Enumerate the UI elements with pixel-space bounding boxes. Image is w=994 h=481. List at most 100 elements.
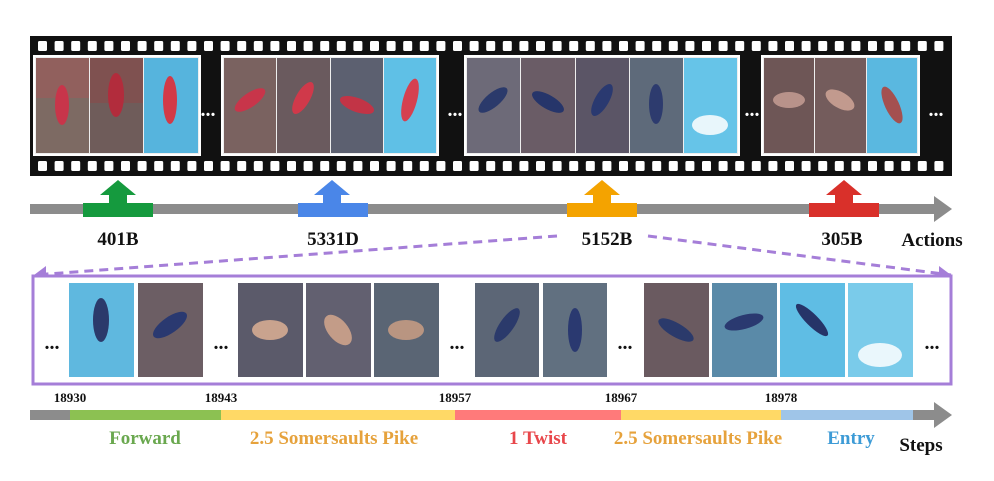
sprocket-hole	[336, 41, 346, 51]
frames-ellipsis: ...	[450, 332, 465, 354]
sprocket-hole	[685, 161, 695, 171]
sprocket-hole	[502, 161, 512, 171]
sprocket-hole	[38, 161, 47, 171]
sprocket-hole	[353, 161, 363, 171]
sprocket-hole	[552, 161, 562, 171]
sprocket-hole	[619, 41, 628, 51]
frame-number: 18957	[439, 390, 472, 405]
sprocket-hole	[469, 41, 479, 51]
sprocket-hole	[536, 41, 545, 51]
film-ellipsis: ...	[201, 99, 216, 121]
sprocket-hole	[801, 161, 811, 171]
diver-frame	[684, 58, 737, 153]
sprocket-hole	[635, 41, 645, 51]
sprocket-hole	[403, 161, 413, 171]
frames-ellipsis: ...	[618, 332, 633, 354]
actions-axis-label: Actions	[901, 230, 962, 251]
actions-axis-arrowhead	[934, 196, 952, 222]
sprocket-hole	[652, 161, 662, 171]
sprocket-hole	[602, 161, 612, 171]
sprocket-hole	[635, 161, 645, 171]
sprocket-hole	[801, 41, 811, 51]
sprocket-hole	[187, 41, 197, 51]
sprocket-hole	[619, 161, 628, 171]
sprocket-hole	[735, 161, 745, 171]
diver-frame	[780, 283, 845, 377]
action-marker-bar	[567, 203, 637, 217]
sprocket-hole	[718, 41, 728, 51]
sprocket-hole	[569, 41, 579, 51]
sprocket-hole	[917, 41, 927, 51]
sprocket-hole	[170, 161, 180, 171]
action-marker-bar	[298, 203, 368, 217]
sprocket-hole	[204, 41, 213, 51]
step-label-entry: Entry	[827, 428, 875, 449]
sprocket-hole	[735, 41, 745, 51]
step-segment-entry	[781, 410, 913, 420]
sprocket-hole	[436, 41, 446, 51]
sprocket-hole	[419, 161, 429, 171]
step-segment-forward	[70, 410, 221, 420]
sprocket-hole	[536, 161, 545, 171]
film-clip-305b	[761, 55, 920, 156]
sprocket-hole	[303, 41, 313, 51]
film-ellipsis: ...	[929, 99, 944, 121]
frame-number: 18978	[765, 390, 798, 405]
sprocket-hole	[253, 161, 263, 171]
sprocket-hole	[934, 161, 944, 171]
frames-ellipsis: ...	[45, 332, 60, 354]
sprocket-hole	[336, 161, 346, 171]
sprocket-hole	[718, 161, 728, 171]
sprocket-hole	[519, 41, 529, 51]
steps-axis-arrowhead	[934, 402, 952, 428]
step-segment-somersaults-2	[621, 410, 781, 420]
sprocket-hole	[585, 161, 595, 171]
sprocket-hole	[320, 41, 330, 51]
sprocket-hole	[652, 41, 662, 51]
film-ellipsis: ...	[448, 99, 463, 121]
zoom-line-left	[33, 234, 558, 277]
action-marker-5331d: 5331D	[298, 180, 368, 250]
sprocket-hole	[768, 161, 778, 171]
sprocket-hole	[668, 161, 678, 171]
step-label-somersaults-2: 2.5 Somersaults Pike	[614, 428, 782, 449]
sprocket-hole	[602, 41, 612, 51]
sprocket-hole	[486, 161, 496, 171]
film-sprockets	[38, 41, 944, 171]
frame-number: 18930	[54, 390, 87, 405]
sprocket-hole	[834, 161, 844, 171]
sprocket-hole	[87, 41, 97, 51]
step-label-somersaults-1: 2.5 Somersaults Pike	[250, 428, 418, 449]
sprocket-hole	[303, 161, 313, 171]
sprocket-hole	[320, 161, 330, 171]
sprocket-hole	[104, 41, 114, 51]
sprocket-hole	[453, 41, 462, 51]
sprocket-hole	[270, 161, 280, 171]
sprocket-hole	[104, 161, 114, 171]
sprocket-hole	[702, 161, 711, 171]
sprocket-hole	[685, 41, 695, 51]
action-label: 401B	[97, 229, 139, 250]
sprocket-hole	[785, 41, 794, 51]
sprocket-hole	[502, 41, 512, 51]
sprocket-hole	[270, 41, 280, 51]
sprocket-hole	[287, 161, 296, 171]
sprocket-hole	[386, 161, 396, 171]
sprocket-hole	[220, 41, 230, 51]
sprocket-hole	[818, 161, 828, 171]
action-arrow-icon	[100, 180, 136, 203]
action-label: 5331D	[307, 229, 359, 250]
sprocket-hole	[868, 41, 877, 51]
sprocket-hole	[204, 161, 213, 171]
action-arrow-icon	[826, 180, 862, 203]
action-marker-5152b: 5152B	[567, 180, 637, 250]
sprocket-hole	[585, 41, 595, 51]
sprocket-hole	[569, 161, 579, 171]
sprocket-hole	[934, 41, 944, 51]
sprocket-hole	[253, 41, 263, 51]
frames-ellipsis: ...	[925, 332, 940, 354]
sprocket-hole	[54, 161, 64, 171]
sprocket-hole	[818, 41, 828, 51]
sprocket-hole	[187, 161, 197, 171]
